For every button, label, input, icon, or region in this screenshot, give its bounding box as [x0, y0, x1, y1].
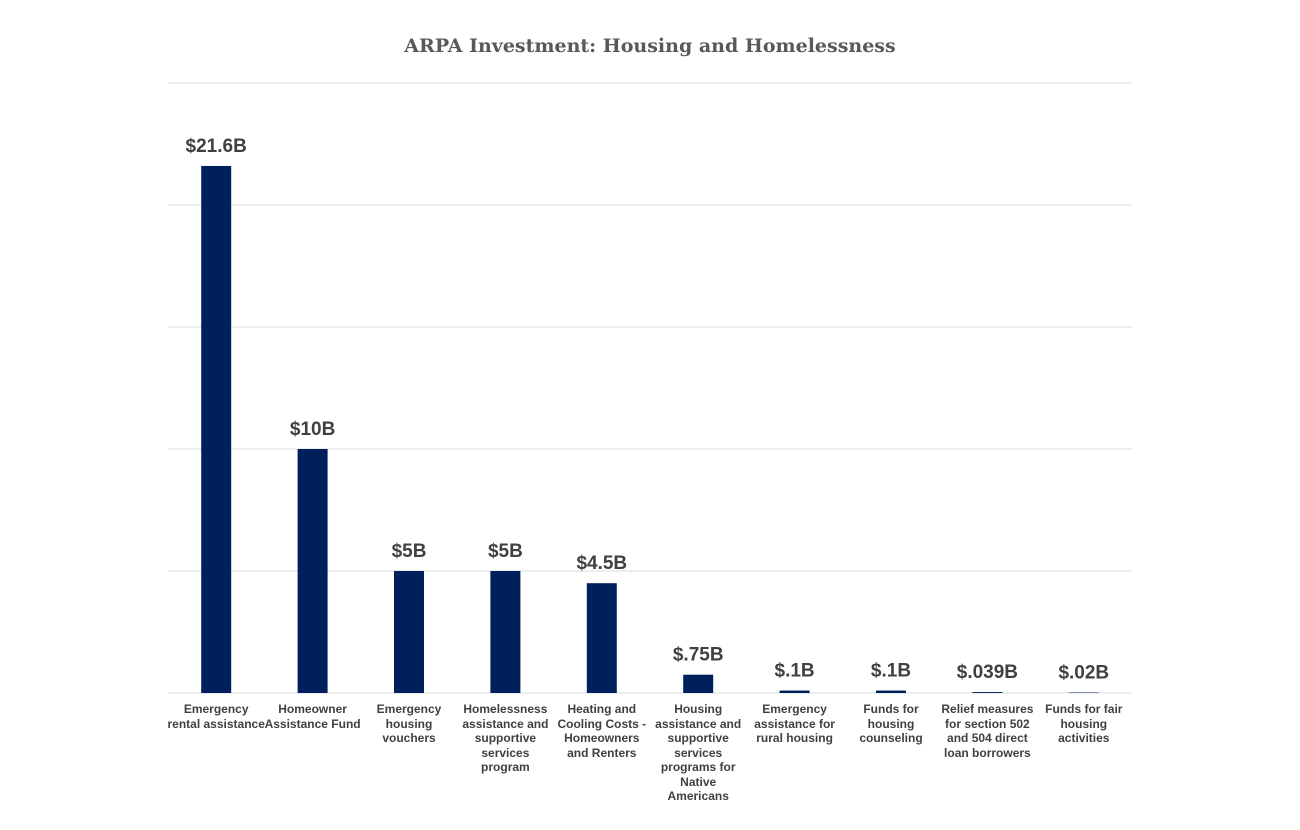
x-tick-label: Homeowner Assistance Fund — [264, 702, 361, 731]
x-tick-label: Relief measures for section 502 and 504 … — [941, 702, 1034, 760]
value-label: $.039B — [957, 662, 1018, 683]
x-tick-label: Homelessness assistance and supportive s… — [462, 702, 549, 774]
value-label: $.1B — [871, 661, 911, 682]
bar — [683, 674, 714, 693]
x-tick-label: Funds for housing counseling — [859, 702, 923, 745]
value-label: $10B — [290, 419, 335, 440]
x-tick-label: Heating and Cooling Costs - Homeowners a… — [557, 702, 647, 760]
value-label: $5B — [488, 541, 523, 562]
bar — [201, 165, 232, 693]
x-tick-label: Emergency assistance for rural housing — [754, 702, 835, 745]
bar — [586, 583, 617, 693]
value-label: $4.5B — [576, 553, 627, 574]
chart-title: ARPA Investment: Housing and Homelessnes… — [403, 35, 895, 57]
bar — [490, 571, 521, 693]
bar — [1068, 692, 1099, 694]
x-tick-label: Housing assistance and supportive servic… — [655, 702, 742, 803]
value-label: $21.6B — [186, 136, 247, 157]
bar — [876, 690, 906, 693]
x-tick-label: Funds for fair housing activities — [1045, 702, 1123, 745]
bar — [779, 690, 810, 693]
bar — [394, 571, 424, 693]
bar — [297, 449, 328, 693]
value-label: $.1B — [775, 661, 815, 682]
value-label: $.02B — [1058, 663, 1109, 684]
x-tick-label: Emergency housing vouchers — [376, 702, 442, 745]
bar — [972, 692, 1003, 693]
value-label: $.75B — [673, 645, 724, 666]
value-label: $5B — [392, 541, 427, 562]
x-tick-label: Emergency rental assistance — [167, 702, 265, 731]
